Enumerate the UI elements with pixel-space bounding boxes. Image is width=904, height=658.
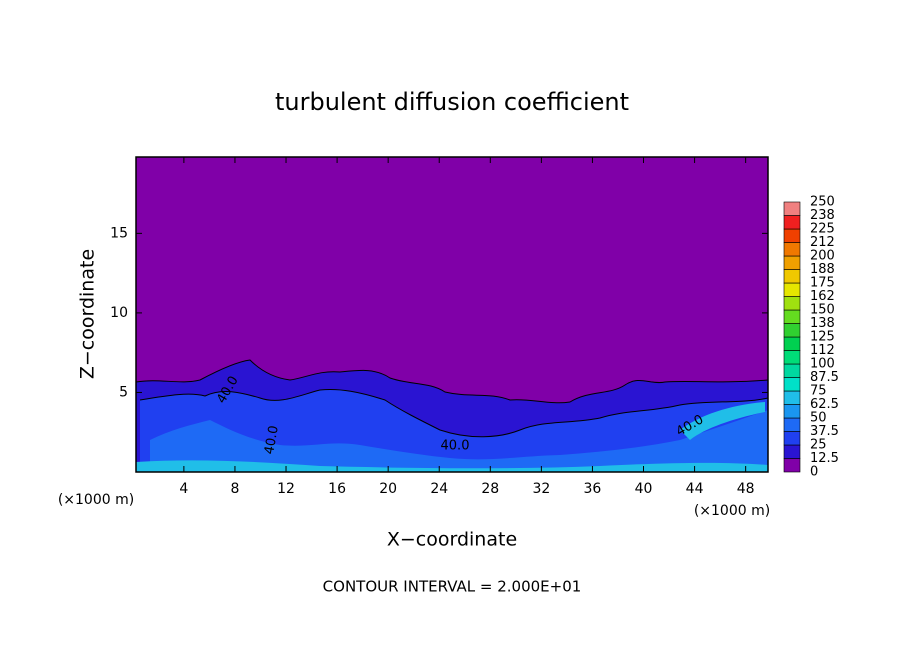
colorbar-cell: [783, 336, 801, 351]
contour-label: 40.0: [262, 424, 282, 455]
x-tick-label: 40: [635, 481, 653, 497]
colorbar-label: 162: [810, 289, 835, 304]
colorbar-label: 62.5: [810, 397, 839, 412]
colorbar-label: 0: [810, 465, 818, 480]
colorbar-cell: [783, 255, 801, 270]
colorbar-cell: [783, 323, 801, 338]
colorbar-label: 100: [810, 357, 835, 372]
colorbar-label: 37.5: [810, 424, 839, 439]
y-tick-label: 5: [119, 384, 128, 400]
colorbar-cell: [783, 309, 801, 324]
colorbar-label: 112: [810, 343, 835, 358]
chart-title: turbulent diffusion coefficient: [275, 88, 629, 116]
colorbar-cell: [783, 363, 801, 378]
y-axis-label: Z−coordinate: [77, 249, 99, 379]
x-unit-label: (×1000 m): [58, 492, 134, 508]
x-tick-label: 8: [230, 481, 239, 497]
colorbar-label: 138: [810, 316, 835, 331]
footer-note: CONTOUR INTERVAL = 2.000E+01: [323, 578, 582, 596]
colorbar-label: 175: [810, 276, 835, 291]
field-region: [150, 410, 768, 472]
y-tick-label: 10: [110, 305, 128, 321]
colorbar-cell: [783, 269, 801, 284]
colorbar-label: 87.5: [810, 370, 839, 385]
x-tick-label: 32: [532, 481, 550, 497]
colorbar-label: 12.5: [810, 451, 839, 466]
plot-frame: [135, 156, 769, 473]
colorbar-cell: [783, 377, 801, 392]
colorbar-cell: [783, 431, 801, 446]
contour-line: [135, 359, 769, 404]
y-tick-label: 15: [110, 225, 128, 241]
x-tick-label: 28: [481, 481, 499, 497]
colorbar-label: 238: [810, 208, 835, 223]
x-tick-label: 44: [686, 481, 704, 497]
contour-line: [139, 389, 769, 438]
x-tick-label: 16: [328, 481, 346, 497]
x-tick-label: 4: [179, 481, 188, 497]
colorbar-cell: [783, 215, 801, 230]
colorbar-label: 125: [810, 330, 835, 345]
colorbar-cell: [783, 350, 801, 365]
colorbar-cell: [783, 242, 801, 257]
colorbar-label: 200: [810, 249, 835, 264]
colorbar-label: 212: [810, 235, 835, 250]
colorbar-cell: [783, 404, 801, 419]
x-unit-label: (×1000 m): [694, 503, 770, 519]
colorbar-cell: [783, 390, 801, 405]
colorbar-cell: [783, 201, 801, 216]
colorbar-label: 188: [810, 262, 835, 277]
colorbar-label: 250: [810, 195, 835, 210]
colorbar-label: 25: [810, 438, 827, 453]
colorbar-label: 150: [810, 303, 835, 318]
colorbar-cell: [783, 458, 801, 473]
x-axis-label: X−coordinate: [387, 529, 517, 551]
colorbar-label: 50: [810, 411, 827, 426]
x-tick-label: 12: [277, 481, 295, 497]
x-tick-label: 36: [584, 481, 602, 497]
plot-area: [135, 157, 769, 472]
colorbar-cell: [783, 228, 801, 243]
colorbar-cell: [783, 282, 801, 297]
colorbar-cell: [783, 444, 801, 459]
x-tick-label: 48: [737, 481, 755, 497]
field-region: [136, 460, 768, 472]
x-tick-label: 24: [430, 481, 448, 497]
contour-label: 40.0: [441, 439, 470, 454]
colorbar-label: 225: [810, 222, 835, 237]
colorbar-cell: [783, 296, 801, 311]
field-region: [680, 402, 765, 440]
x-tick-label: 20: [379, 481, 397, 497]
colorbar-cell: [783, 417, 801, 432]
colorbar-label: 75: [810, 384, 827, 399]
